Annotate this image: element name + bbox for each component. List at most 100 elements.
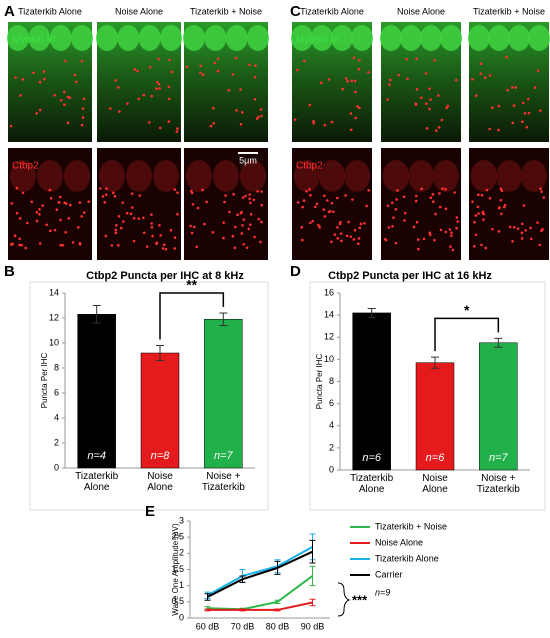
puncta [484,246,488,250]
puncta [499,187,503,191]
x-tick-label: Noise + Tizaterkib [201,471,245,493]
puncta [10,202,14,205]
cell [160,25,182,51]
puncta [313,205,317,209]
puncta [479,62,483,65]
nucleus [126,160,152,192]
puncta [338,222,342,226]
x-tick-label-box: Tizaterkib Alone [75,471,118,493]
puncta [158,87,161,90]
puncta [322,208,326,211]
puncta [59,218,62,222]
puncta [101,195,105,198]
puncta [137,97,141,101]
puncta [80,59,84,63]
puncta [104,234,108,238]
puncta [456,220,459,223]
image-row-label: Myosin VI [296,35,340,46]
puncta [387,226,391,229]
nucleus [153,160,179,192]
puncta [69,203,72,207]
puncta [367,189,370,192]
puncta [455,216,459,219]
puncta [231,234,235,238]
puncta [512,104,516,107]
puncta [302,59,306,63]
puncta [428,231,432,235]
puncta [19,94,22,97]
puncta [529,226,532,230]
puncta [15,211,19,215]
puncta [539,187,542,191]
puncta [522,204,526,207]
puncta [68,96,72,100]
puncta [104,193,108,197]
y-tick-label: 2.5 [171,532,184,542]
significance-label: ** [186,277,197,293]
puncta [526,97,530,101]
puncta [129,212,133,216]
puncta [422,237,426,241]
puncta [59,195,62,199]
puncta [420,187,423,191]
panel-letter: C [290,3,301,20]
puncta [335,196,339,200]
puncta [35,210,39,214]
y-tick-label: 0.5 [171,596,184,606]
puncta [414,102,418,106]
puncta [256,189,259,193]
puncta [406,77,409,81]
puncta [118,110,121,113]
puncta [126,102,129,105]
puncta [293,118,297,121]
cell [71,25,93,51]
puncta [189,224,192,228]
puncta [205,200,208,204]
puncta [503,203,507,207]
puncta [533,86,537,89]
puncta [176,191,179,194]
puncta [482,218,485,221]
puncta [117,86,120,89]
puncta [244,194,247,198]
puncta [216,69,220,73]
puncta [157,82,161,86]
puncta [500,212,503,216]
puncta [425,127,429,130]
puncta [222,221,225,224]
puncta [354,90,357,94]
puncta [345,234,349,238]
puncta [417,247,420,251]
puncta [336,237,340,240]
puncta [150,94,153,98]
puncta [488,74,492,77]
puncta [66,95,70,99]
puncta [203,222,206,226]
nucleus [471,160,497,192]
puncta [471,77,474,81]
cell [528,25,550,51]
x-tick-label: 60 dB [196,621,220,631]
puncta [45,223,48,227]
puncta [319,81,323,85]
puncta [73,73,77,77]
puncta [99,187,102,190]
panel-letter: B [4,263,15,280]
puncta [114,79,117,82]
puncta [13,234,17,238]
puncta [164,247,168,251]
puncta [21,78,25,81]
puncta [38,108,42,112]
puncta [476,205,480,209]
y-tick-label: 14 [49,287,59,297]
puncta [330,201,334,205]
puncta [333,233,337,236]
puncta [308,103,312,107]
n-label: n=8 [151,450,171,462]
error-bar [274,608,281,612]
puncta [520,231,524,235]
error-bar [239,575,246,583]
puncta [523,111,527,115]
puncta [9,124,13,128]
nucleus [213,160,239,192]
